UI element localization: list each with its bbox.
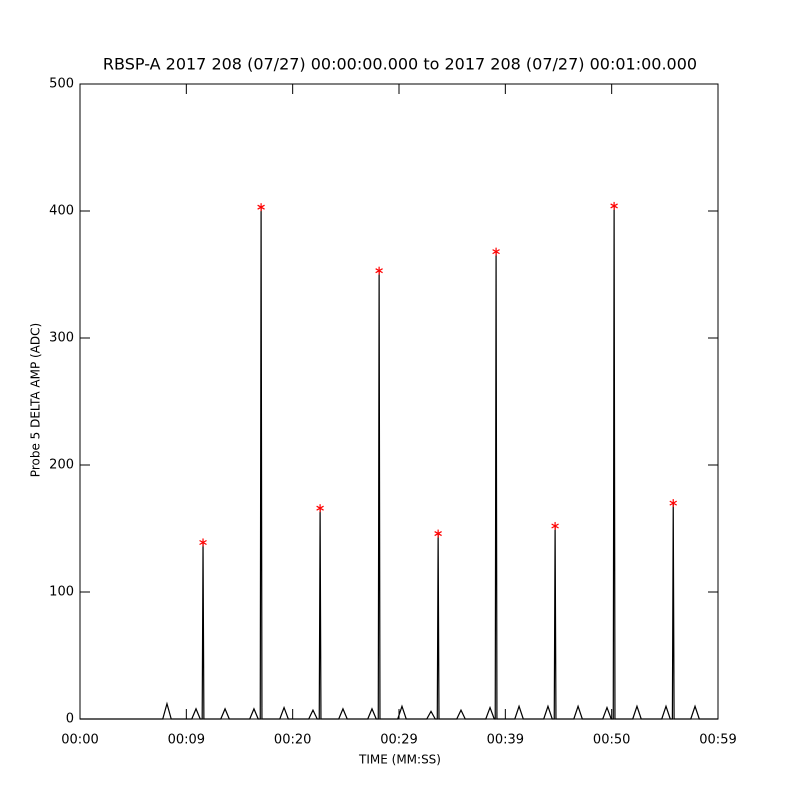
marker-stroke [199, 539, 207, 545]
peak-marker [434, 529, 442, 538]
peak-marker [669, 499, 678, 508]
y-axis-label: Probe 5 DELTA AMP (ADC) [29, 323, 43, 477]
y-tick-label: 200 [49, 458, 74, 473]
peak-marker [257, 203, 265, 212]
x-tick-label: 00:29 [380, 733, 417, 748]
x-tick-label: 00:59 [699, 733, 736, 748]
marker-stroke [551, 523, 559, 529]
y-tick-label: 0 [66, 712, 74, 727]
data-line [80, 205, 718, 720]
marker-stroke [375, 268, 383, 274]
marker-stroke [257, 204, 265, 210]
y-tick-label: 300 [49, 331, 74, 346]
y-tick-label: 500 [49, 77, 74, 92]
x-axis-label: TIME (MM:SS) [358, 753, 441, 767]
marker-stroke [492, 249, 500, 255]
peak-marker [551, 521, 559, 530]
peak-marker [375, 266, 383, 275]
peak-marker [610, 201, 618, 210]
x-tick-label: 00:20 [274, 733, 311, 748]
x-tick-label: 00:09 [168, 733, 205, 748]
y-tick-label: 400 [49, 204, 74, 219]
y-tick-label: 100 [49, 585, 74, 600]
marker-stroke [610, 203, 618, 209]
x-tick-label: 00:39 [487, 733, 524, 748]
marker-stroke [434, 531, 442, 537]
peak-marker [199, 538, 207, 547]
x-tick-label: 00:50 [593, 733, 630, 748]
marker-stroke [669, 500, 678, 506]
peak-marker [316, 504, 324, 513]
chart-title: RBSP-A 2017 208 (07/27) 00:00:00.000 to … [103, 55, 697, 74]
peak-marker [492, 247, 500, 256]
x-tick-label: 00:00 [61, 733, 98, 748]
marker-stroke [316, 505, 324, 511]
